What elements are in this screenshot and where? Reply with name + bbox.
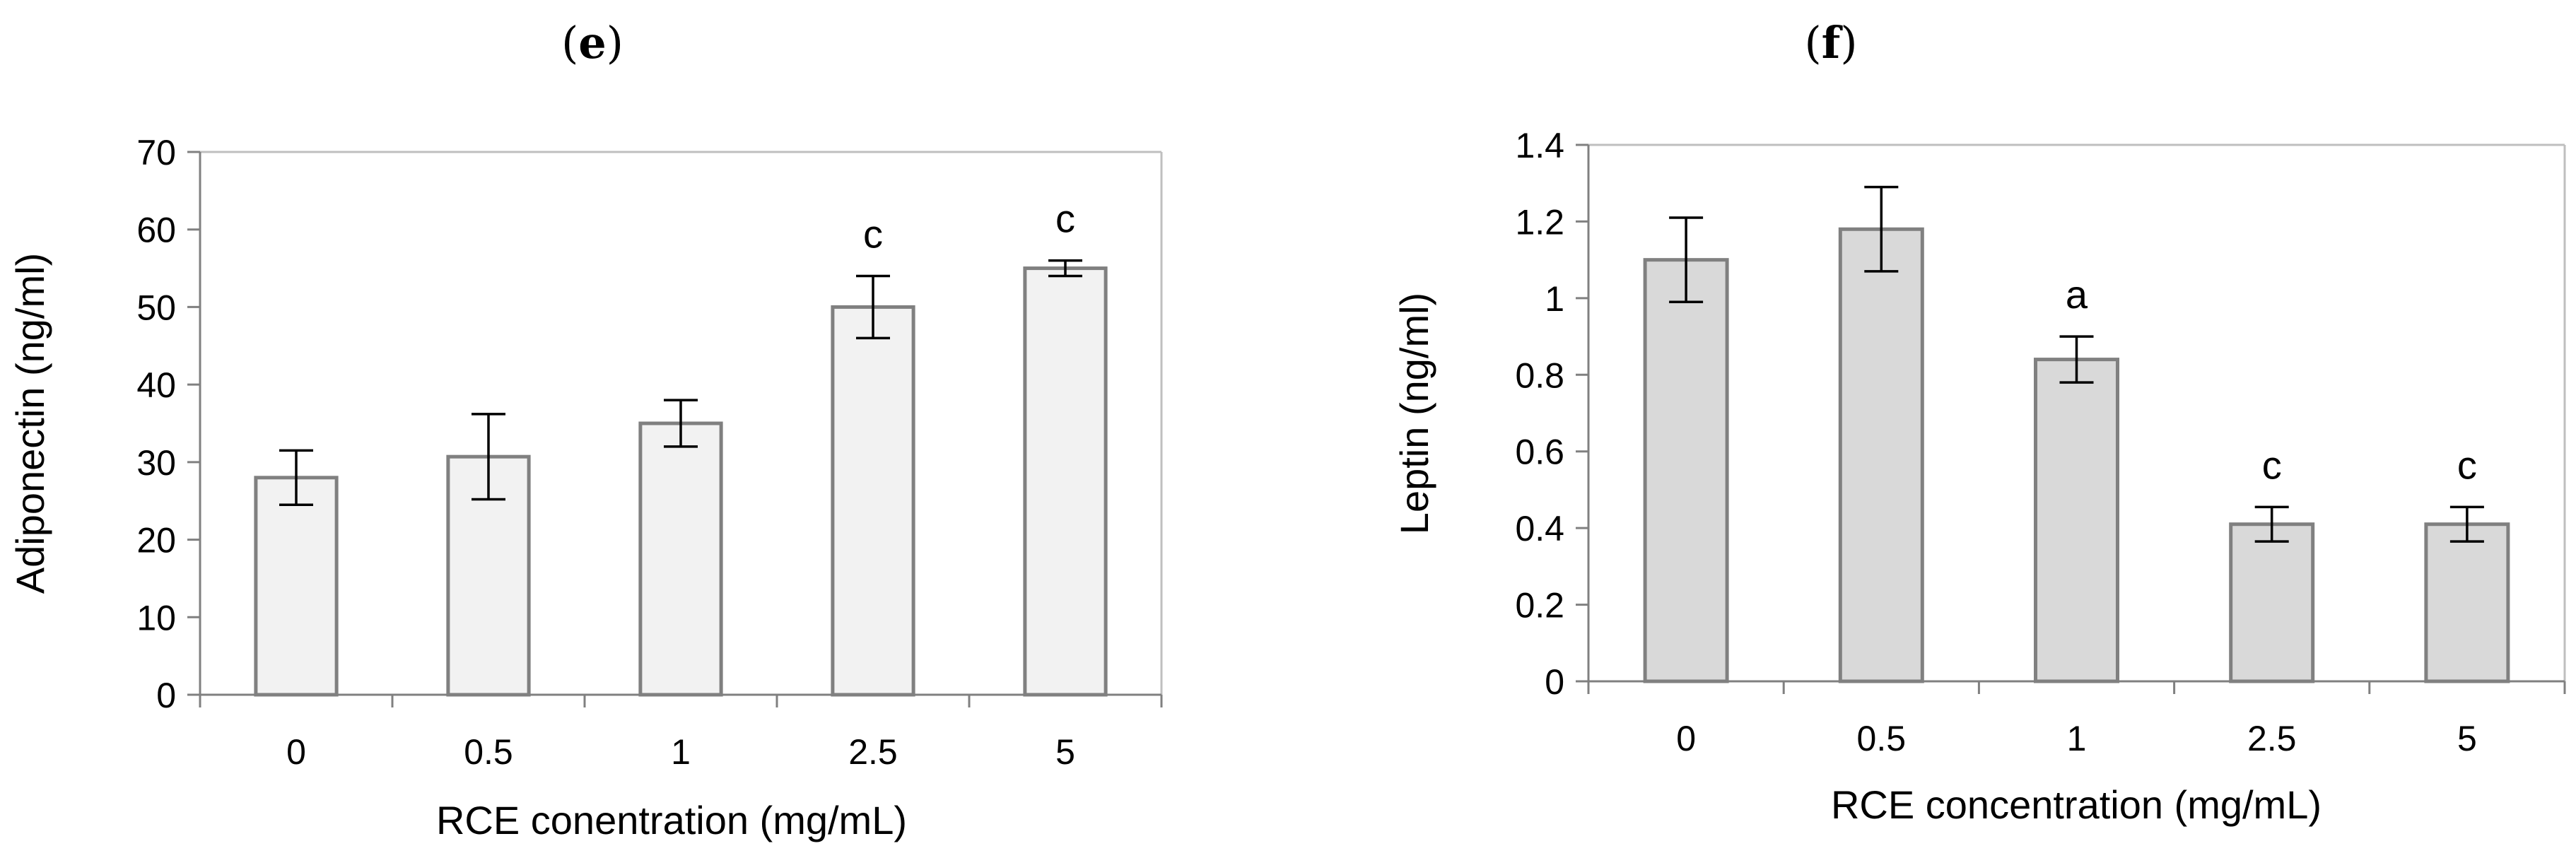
panel-e-bar [1023, 266, 1108, 697]
panel-e-x-tick-label: 1 [671, 732, 691, 772]
panel-e-y-tick-label: 40 [136, 365, 176, 405]
panel-f-y-axis-title: Leptin (ng/ml) [1392, 293, 1436, 534]
panel-f: (f) 0 0.2 0.4 0.6 0.8 1 1.2 1.4 0 0.5 1 a 2.5 c 5 c RCE… [1392, 17, 2566, 827]
panel-f-significance-label: c [2262, 442, 2282, 487]
panel-f-bar [1838, 227, 1924, 683]
panel-f-x-tick-label: 0.5 [1857, 719, 1907, 758]
panel-e-y-tick-label: 0 [156, 676, 176, 715]
panel-f-y-tick-label: 1.4 [1515, 126, 1564, 165]
panel-f-bar [1643, 258, 1729, 683]
panel-e-y-tick-label: 10 [136, 598, 176, 637]
panel-f-y-tick-label: 0 [1545, 662, 1564, 702]
panel-e-x-tick-label: 0 [286, 732, 306, 772]
panel-e-bar [831, 305, 915, 697]
panel-f-x-tick-label: 5 [2457, 719, 2477, 758]
panel-e-x-tick-label: 0.5 [464, 732, 513, 772]
panel-f-significance-label: c [2457, 442, 2477, 487]
panel-e-significance-label: c [863, 212, 883, 257]
panel-f-y-tick-label: 0.2 [1515, 586, 1564, 625]
panel-e-x-axis-title: RCE conentration (mg/mL) [436, 798, 907, 842]
panel-f-bar [2033, 358, 2120, 683]
panel-f-x-tick-label: 0 [1676, 719, 1696, 758]
panel-e: (e) 0 10 20 30 40 50 60 70 0 0.5 1 2.5 c 5 c RCE conen… [8, 17, 1163, 842]
panel-e-label: (e) [561, 17, 623, 69]
panel-f-y-tick-label: 0.4 [1515, 509, 1564, 548]
panel-f-significance-label: a [2066, 272, 2088, 317]
panel-e-y-tick-label: 50 [136, 288, 176, 327]
panel-f-x-axis-title: RCE concentration (mg/mL) [1831, 782, 2322, 827]
panel-e-y-axis-title: Adiponectin (ng/ml) [8, 253, 52, 594]
panel-f-y-tick-label: 0.6 [1515, 433, 1564, 472]
panel-e-y-tick-label: 60 [136, 211, 176, 250]
panel-f-x-tick-label: 2.5 [2247, 719, 2297, 758]
panel-f-y-tick-label: 0.8 [1515, 355, 1564, 395]
panel-e-x-tick-label: 5 [1055, 732, 1075, 772]
panel-e-y-tick-label: 30 [136, 443, 176, 483]
panel-f-bar [2424, 522, 2510, 683]
panel-e-bar [254, 476, 339, 697]
panel-f-y-tick-label: 1 [1545, 279, 1564, 319]
panel-f-x-tick-label: 1 [2067, 719, 2087, 758]
panel-e-significance-label: c [1055, 196, 1075, 241]
panel-f-y-tick-label: 1.2 [1515, 202, 1564, 242]
panel-f-label: (f) [1804, 17, 1857, 69]
panel-e-x-tick-label: 2.5 [848, 732, 898, 772]
panel-e-y-tick-label: 20 [136, 521, 176, 560]
panel-e-y-tick-label: 70 [136, 133, 176, 172]
panel-e-bar [638, 421, 723, 697]
panel-f-bar [2229, 522, 2315, 683]
